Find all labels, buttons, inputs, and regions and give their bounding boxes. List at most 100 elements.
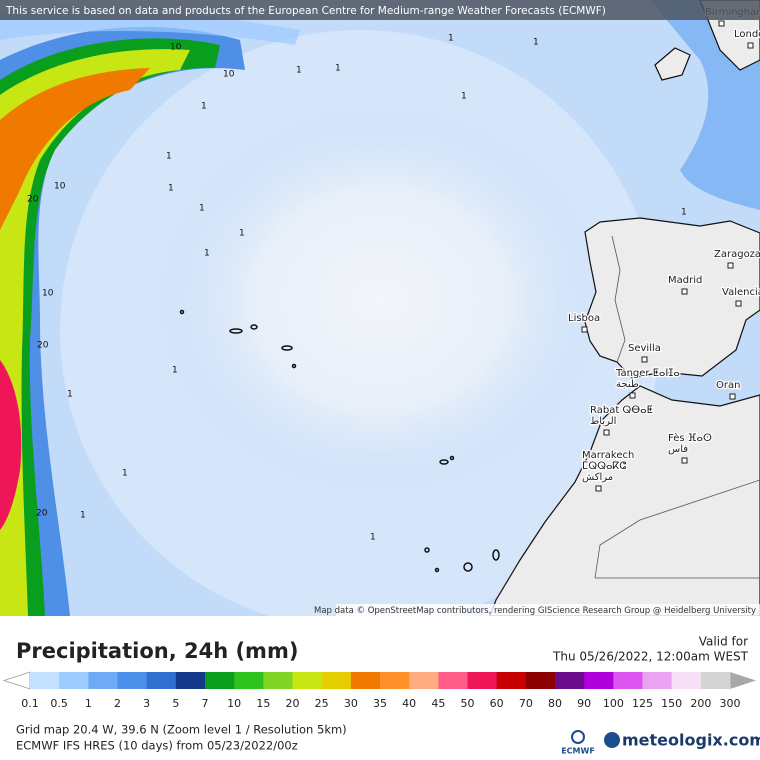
contour-label: 1 [370,533,376,543]
city-marker [603,429,610,436]
contour-label: 1 [199,204,205,214]
attribution-bg [336,604,760,616]
color-swatch [525,672,556,689]
bar-arrow-low [2,671,31,690]
contour-label: 1 [533,38,539,48]
ecmwf-label: ECMWF [561,747,595,756]
precip-band [0,68,150,230]
color-swatch [613,672,643,689]
city-marker [629,392,636,399]
contour-label: 1 [172,366,178,376]
bar-tick-label: 100 [603,697,624,710]
color-swatch [205,672,235,689]
borders [594,235,760,579]
contour-label: 10 [170,43,182,53]
bar-tick-label: 10 [227,697,241,710]
city-label: مراكش [582,472,613,483]
city-label: طنجة [616,379,639,390]
banner-bg [0,0,760,20]
banner: This service is based on data and produc… [5,5,606,17]
color-swatch [292,672,323,689]
bar-tick-label: 45 [431,697,445,710]
color-swatch [59,672,89,689]
color-swatch [321,672,352,689]
color-swatch [467,672,498,689]
city-label: Marrakech [582,450,634,461]
color-swatch [350,672,381,689]
bar-tick-label: 35 [373,697,387,710]
contour-label: 1 [239,229,245,239]
bar-tick-label: 7 [202,697,209,710]
city-label: Fès ⴼⴰⵙ [668,432,712,444]
bar-tick-label: 5 [172,697,179,710]
bar-tick-label: 150 [661,697,682,710]
color-swatch [263,672,293,689]
brand-logo [604,732,620,748]
dry-core [150,100,610,500]
valid-label: Valid for [699,635,748,649]
contour-label: 1 [461,92,467,102]
contour-label: 1 [204,249,210,259]
city-marker [735,300,742,307]
city-label: London [734,29,760,40]
bar-tick-label: 0.5 [50,697,68,710]
contour-label: 1 [681,208,687,218]
land-iberia [584,217,760,379]
contour-label: 1 [122,469,128,479]
contour-label: 1 [296,66,302,76]
city-label: Valencia [722,287,760,298]
contour-label: 10 [42,289,54,299]
color-swatch [642,672,673,689]
bar-tick-label: 25 [315,697,329,710]
city-label: الرباط [590,416,616,427]
bar-tick-label: 90 [577,697,591,710]
bar-tick-label: 20 [286,697,300,710]
city-marker [729,393,736,400]
city-marker [595,485,602,492]
bar-tick-label: 15 [256,697,270,710]
city-label: Zaragoza [714,249,760,260]
model-info: ECMWF IFS HRES (10 days) from 05/23/2022… [16,739,298,753]
color-swatch [700,672,731,689]
bar-tick-label: 50 [461,697,475,710]
contour-label: 1 [168,184,174,194]
color-swatch [146,672,177,689]
bar-tick-label: 125 [632,697,653,710]
bar-tick-label: 2 [114,697,121,710]
city-marker [681,288,688,295]
bar-tick-label: 1 [85,697,92,710]
contour-label: 1 [80,511,86,521]
bar-tick-label: 200 [690,697,711,710]
contour-label: 10 [54,182,66,192]
bar-tick-label: 3 [143,697,150,710]
bar-tick-label: 40 [402,697,416,710]
city-label: Oran [716,380,740,391]
color-swatch [175,672,206,689]
color-swatch [88,672,118,689]
bar-arrow-high [730,672,756,689]
contour-label: 1 [201,102,207,112]
bar-tick-label: 80 [548,697,562,710]
contour-label: 10 [223,70,235,80]
color-bar: 0.1 0.5 1 2 3 5 7 10 15 20 25 30 35 40 45 50 60 70 80 90 100… [2,671,756,710]
map[interactable]: BirminghamLondonZaragozaMadridValenciaLi… [0,0,760,630]
bar-tick-label: 300 [720,697,741,710]
city-label: Lisboa [568,313,600,324]
islands [179,309,500,573]
contour-label: 20 [37,341,49,351]
color-swatch [234,672,264,689]
city-marker [727,262,734,269]
color-swatch [117,672,148,689]
color-swatch [496,672,527,689]
city-label: Tanger ⵟⴰⵏⵊⴰ [615,368,680,379]
city-marker [681,457,688,464]
color-swatch [380,672,410,689]
bar-tick-label: 0.1 [21,697,39,710]
city-marker [641,356,648,363]
city-label: ⵎⵕⵕⴰⴽⵛ [582,461,626,472]
attribution[interactable]: Map data © OpenStreetMap contributors, r… [314,606,756,616]
ecmwf-logo [571,730,585,744]
precip-band [0,360,22,530]
brand[interactable]: meteologix.com [622,731,760,750]
